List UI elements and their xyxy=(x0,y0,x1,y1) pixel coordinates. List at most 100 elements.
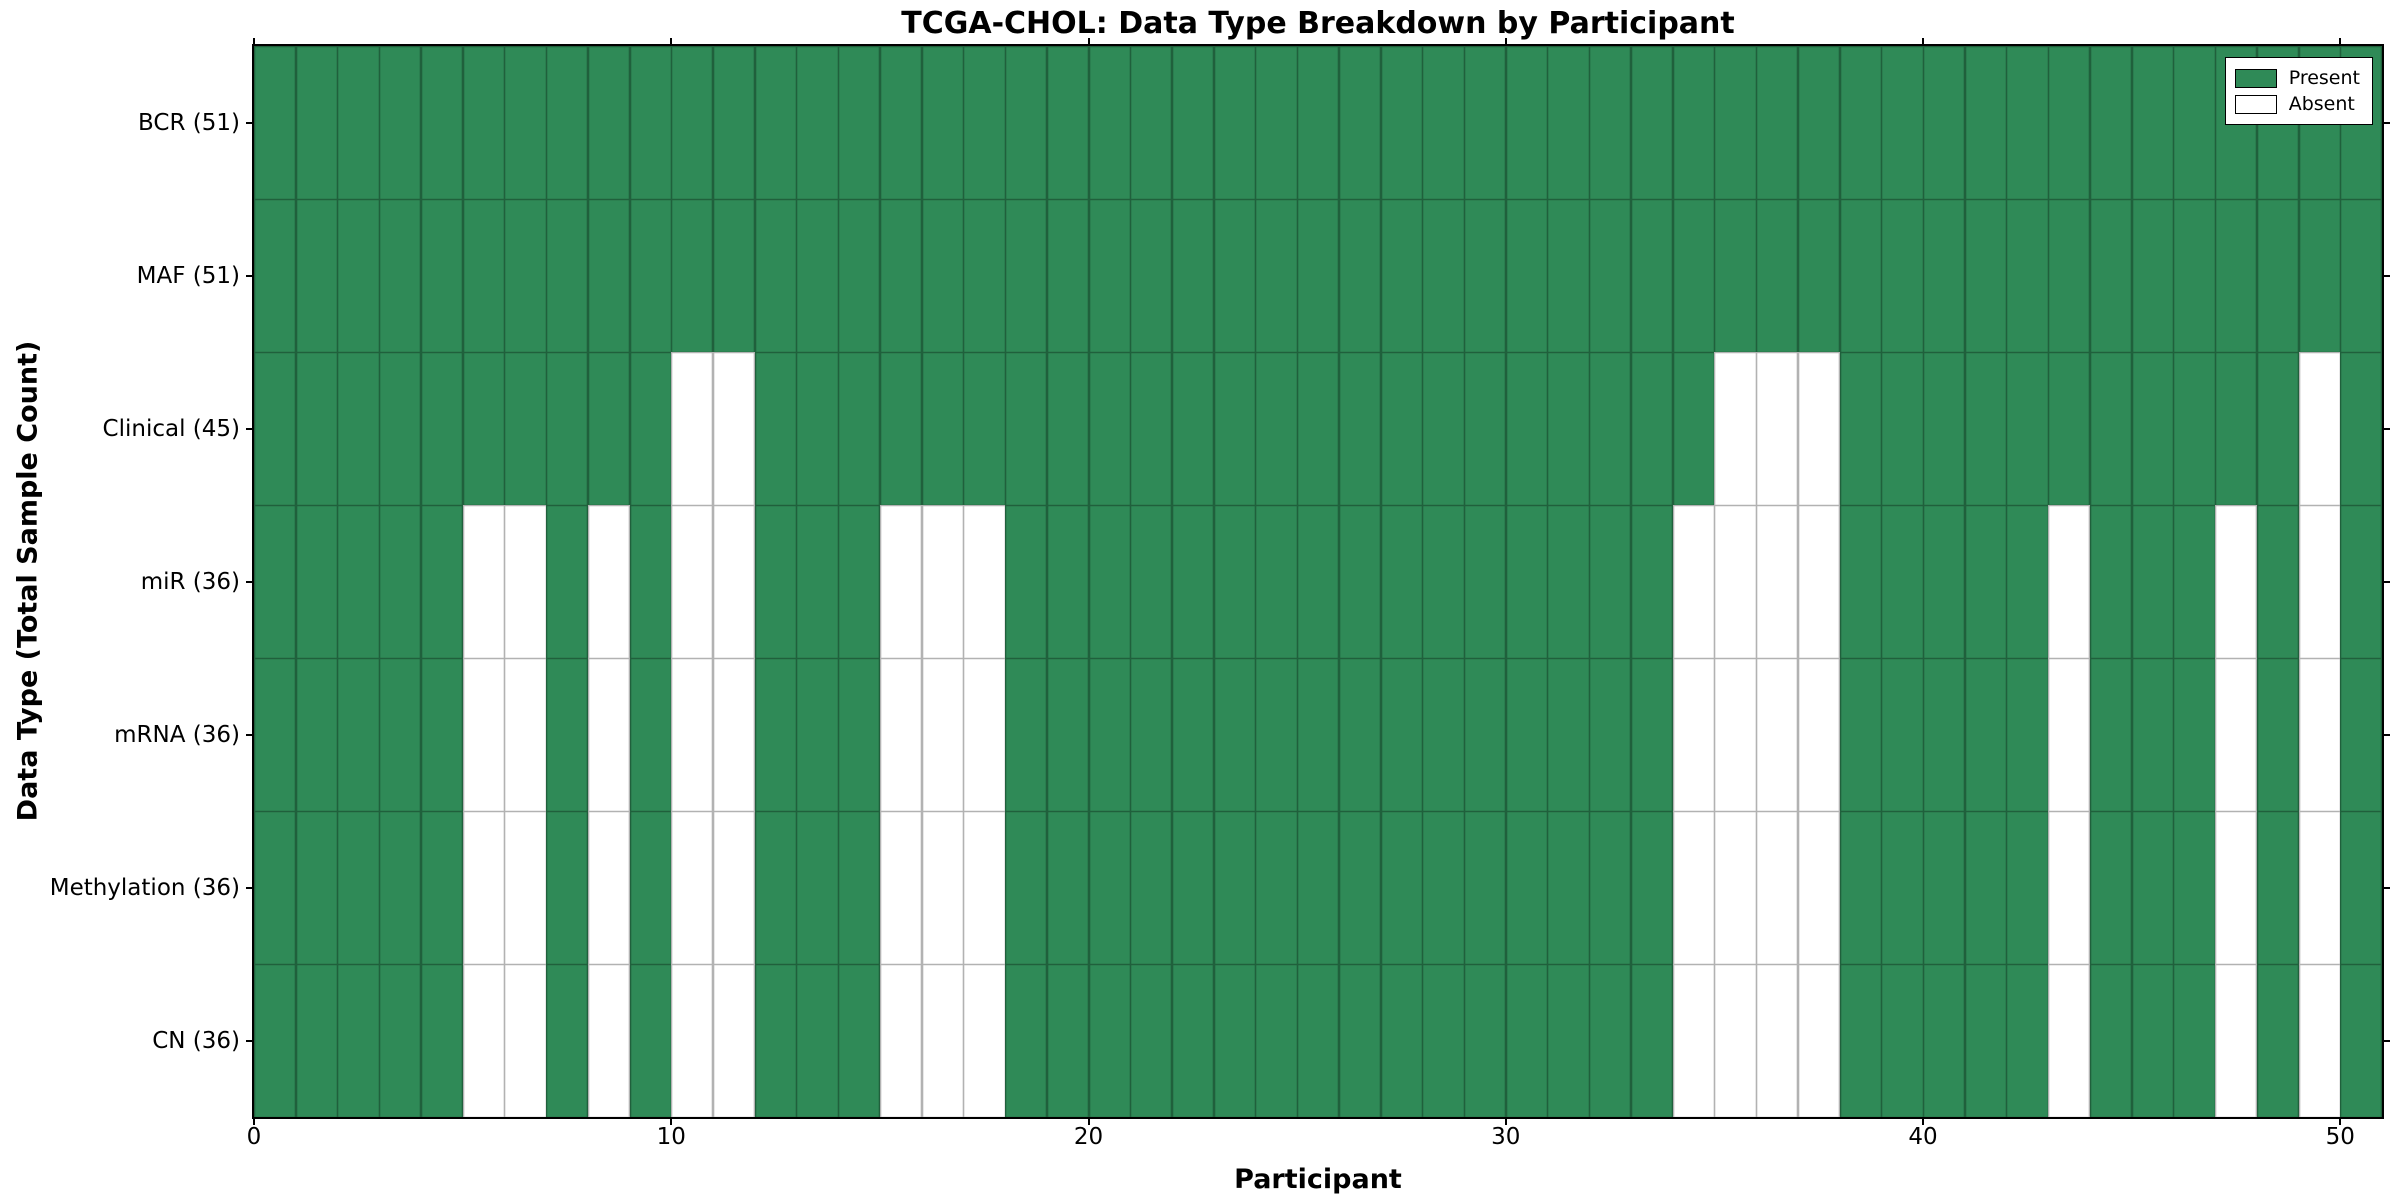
matrix-cell xyxy=(2006,505,2049,659)
matrix-cell xyxy=(1797,46,1841,200)
matrix-cell xyxy=(1589,352,1632,506)
matrix-cell xyxy=(2298,658,2341,812)
matrix-cell xyxy=(1297,505,1340,659)
matrix-cell xyxy=(879,964,923,1118)
matrix-cell xyxy=(504,46,547,200)
matrix-cell xyxy=(587,46,631,200)
matrix-cell xyxy=(1839,352,1882,506)
matrix-cell xyxy=(1171,658,1215,812)
matrix-cell xyxy=(2048,352,2091,506)
matrix-cell xyxy=(379,658,422,812)
matrix-cell xyxy=(254,811,297,965)
matrix-cell xyxy=(879,46,923,200)
matrix-cell xyxy=(1839,505,1882,659)
matrix-cell xyxy=(2006,46,2049,200)
matrix-cell xyxy=(295,352,338,506)
y-tick-label-clinical: Clinical (45) xyxy=(102,415,240,442)
matrix-cell xyxy=(1630,352,1674,506)
matrix-cell xyxy=(1297,658,1340,812)
x-tick-mark xyxy=(1922,1117,1925,1125)
matrix-cell xyxy=(1422,658,1465,812)
matrix-cell xyxy=(1923,352,1966,506)
matrix-cell xyxy=(337,811,380,965)
matrix-cell xyxy=(462,352,505,506)
matrix-cell xyxy=(1338,352,1382,506)
matrix-cell xyxy=(671,811,714,965)
matrix-cell xyxy=(1046,658,1089,812)
matrix-cell xyxy=(2340,352,2383,506)
y-tick-mark xyxy=(246,427,254,430)
matrix-cell xyxy=(1213,964,1256,1118)
matrix-cell xyxy=(1881,199,1924,353)
matrix-cell xyxy=(1505,658,1548,812)
matrix-cell xyxy=(921,964,964,1118)
y-tick-mark xyxy=(246,121,254,124)
y-tick-mark-right xyxy=(2382,427,2390,430)
matrix-cell xyxy=(1046,46,1089,200)
matrix-cell xyxy=(254,352,297,506)
matrix-cell xyxy=(1130,199,1173,353)
matrix-cell xyxy=(1297,811,1340,965)
matrix-cell xyxy=(1464,964,1507,1118)
matrix-cell xyxy=(2173,199,2216,353)
matrix-cell xyxy=(1297,352,1340,506)
matrix-cell xyxy=(629,964,672,1118)
matrix-cell xyxy=(1881,352,1924,506)
matrix-cell xyxy=(712,811,756,965)
matrix-cell xyxy=(295,199,338,353)
matrix-cell xyxy=(963,46,1006,200)
matrix-cell xyxy=(671,505,714,659)
matrix-cell xyxy=(1422,46,1465,200)
matrix-cell xyxy=(1881,964,1924,1118)
matrix-cell xyxy=(796,199,839,353)
matrix-cell xyxy=(1005,658,1048,812)
y-tick-mark-right xyxy=(2382,580,2390,583)
matrix-cell xyxy=(1380,352,1423,506)
matrix-cell xyxy=(1464,46,1507,200)
matrix-cell xyxy=(504,964,547,1118)
matrix-cell xyxy=(1505,505,1548,659)
matrix-cell xyxy=(2256,199,2300,353)
matrix-cell xyxy=(1839,964,1882,1118)
matrix-cell xyxy=(295,964,338,1118)
matrix-cell xyxy=(587,199,631,353)
y-tick-label-cn: CN (36) xyxy=(152,1027,240,1054)
matrix-cell xyxy=(1923,658,1966,812)
legend-item-absent: Absent xyxy=(2234,91,2360,117)
matrix-cell xyxy=(1589,658,1632,812)
matrix-cell xyxy=(2173,352,2216,506)
matrix-cell xyxy=(462,505,505,659)
matrix-cell xyxy=(1130,352,1173,506)
matrix-cell xyxy=(546,199,589,353)
matrix-cell xyxy=(587,964,631,1118)
matrix-cell xyxy=(1547,352,1590,506)
matrix-cell xyxy=(2256,658,2300,812)
matrix-cell xyxy=(1672,658,1715,812)
matrix-cell xyxy=(379,46,422,200)
matrix-cell xyxy=(2298,811,2341,965)
matrix-cell xyxy=(1547,505,1590,659)
matrix-cell xyxy=(879,199,923,353)
x-tick-mark-top xyxy=(1087,38,1090,46)
matrix-cell xyxy=(2131,811,2174,965)
matrix-cell xyxy=(1088,352,1131,506)
x-tick-label: 10 xyxy=(656,1124,686,1150)
matrix-cell xyxy=(1839,199,1882,353)
legend-item-present: Present xyxy=(2234,65,2360,91)
matrix-cell xyxy=(1881,505,1924,659)
matrix-cell xyxy=(546,964,589,1118)
matrix-cell xyxy=(1589,46,1632,200)
matrix-cell xyxy=(1589,964,1632,1118)
x-tick-mark xyxy=(1504,1117,1507,1125)
matrix-cell xyxy=(420,505,464,659)
chart-title: TCGA-CHOL: Data Type Breakdown by Partic… xyxy=(901,6,1735,41)
y-tick-mark xyxy=(246,580,254,583)
matrix-cell xyxy=(1547,964,1590,1118)
matrix-cell xyxy=(1005,964,1048,1118)
matrix-cell xyxy=(1672,964,1715,1118)
matrix-cell xyxy=(546,505,589,659)
matrix-cell xyxy=(254,199,297,353)
matrix-cell xyxy=(1630,811,1674,965)
matrix-cell xyxy=(2089,811,2133,965)
matrix-cell xyxy=(1005,505,1048,659)
